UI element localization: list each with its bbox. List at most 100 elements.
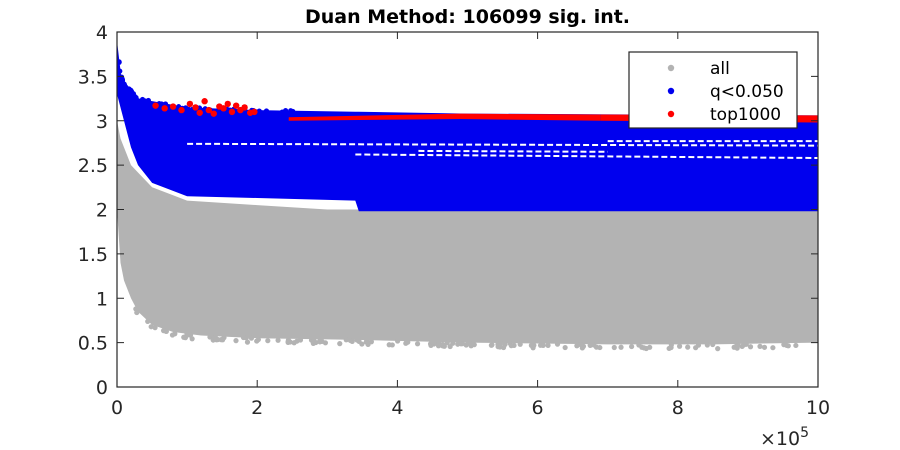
series-all-point (597, 344, 603, 351)
series-all-point (693, 345, 699, 351)
series-top1000-point (201, 98, 208, 105)
series-all-point (440, 341, 446, 348)
series-q-gap (418, 149, 608, 153)
series-q-point (258, 113, 264, 119)
series-top1000-point (224, 100, 231, 108)
series-all-point (757, 343, 763, 349)
series-all-point (743, 341, 749, 347)
series-all-point (508, 343, 514, 349)
series-top1000-point (251, 108, 258, 116)
series-all-point (685, 344, 691, 350)
plot-area (117, 40, 818, 352)
series-q-point (117, 59, 122, 65)
x-axis: 0 2 4 6 8 10 (111, 32, 830, 419)
y-tick-label: 2 (96, 200, 108, 222)
series-all-point (545, 342, 551, 348)
series-q-gap (355, 153, 818, 160)
legend-label: top1000 (710, 105, 781, 125)
series-q-point (118, 74, 125, 80)
series-top1000-point (205, 106, 213, 114)
series-all-point (444, 340, 450, 346)
series-top1000-point (152, 102, 159, 109)
series-q-point (263, 114, 269, 120)
series-all-point (275, 337, 281, 343)
series-all-point (254, 338, 260, 344)
series-all-point (187, 332, 194, 338)
series-all-point (537, 342, 544, 348)
series-top1000-point (196, 109, 203, 116)
series-all-point (471, 342, 477, 348)
x-tick-label: 2 (251, 397, 263, 419)
series-all-point (163, 328, 169, 334)
series-all-point (578, 342, 584, 348)
series-all-point (169, 332, 176, 338)
series-top1000-point (241, 104, 248, 111)
series-all-point (629, 343, 635, 350)
series-all-point (148, 324, 154, 330)
legend-marker (667, 64, 675, 72)
y-tick-label: 3.5 (78, 66, 108, 88)
x-tick-label: 0 (111, 397, 123, 419)
series-all-point (747, 344, 754, 350)
series-all-point (356, 338, 362, 344)
series-all-point (611, 344, 617, 351)
series-all-point (668, 344, 674, 351)
series-all-point (365, 341, 371, 348)
chart-title: Duan Method: 106099 sig. int. (305, 6, 630, 28)
series-all-point (618, 344, 624, 350)
series-all-point (500, 344, 507, 351)
series-all-point (715, 346, 721, 352)
series-all-point (414, 341, 421, 347)
series-all-point (311, 338, 317, 344)
series-top1000-point (192, 104, 199, 111)
series-all-point (181, 334, 187, 340)
series-all-point (676, 343, 683, 349)
series-all-point (189, 336, 195, 342)
y-axis: 0 0.5 1 1.5 2 2.5 3 3.5 4 (78, 22, 818, 399)
series-all-point (591, 342, 597, 348)
series-all-point (429, 339, 436, 345)
series-q-point (142, 98, 148, 104)
series-q-point (263, 108, 270, 114)
series-top1000-point (228, 108, 236, 116)
series-all-point (145, 318, 151, 325)
series-all-point (710, 341, 716, 348)
series-all-point (386, 342, 392, 348)
series-top1000-point (232, 102, 240, 109)
series-all-point (294, 338, 300, 344)
series-q-point (191, 110, 197, 116)
y-tick-label: 4 (96, 22, 108, 44)
series-all-point (134, 309, 140, 316)
series-all-point (240, 334, 247, 341)
series-top1000-point (186, 100, 194, 108)
series-all-point (395, 338, 401, 344)
series-all-point (704, 342, 710, 348)
series-top1000-point (161, 105, 168, 112)
series-all-band (117, 120, 818, 345)
series-top1000-band (460, 113, 601, 121)
x-tick-label: 6 (532, 397, 544, 419)
series-all-point (265, 338, 271, 344)
series-all-point (530, 345, 536, 351)
series-q-point (133, 94, 139, 101)
series-all-point (497, 340, 503, 346)
series-all-point (347, 337, 353, 344)
series-q-band (117, 40, 818, 212)
legend-label: q<0.050 (710, 82, 784, 102)
series-q-point (146, 103, 152, 109)
series-all-point (435, 343, 442, 349)
series-all-point (517, 341, 523, 347)
series-q-gap (187, 142, 818, 147)
series-all-point (218, 337, 224, 343)
series-all-point (248, 335, 255, 341)
series-all-point (405, 339, 411, 345)
series-q-point (275, 112, 281, 119)
series-all-point (735, 342, 741, 349)
series-top1000-band (288, 113, 461, 121)
series-q-point (124, 87, 130, 93)
series-all-point (643, 345, 649, 352)
series-all-point (152, 325, 158, 331)
series-top1000-point (178, 106, 185, 114)
series-all-point (343, 337, 349, 343)
series-q-point (128, 87, 134, 93)
